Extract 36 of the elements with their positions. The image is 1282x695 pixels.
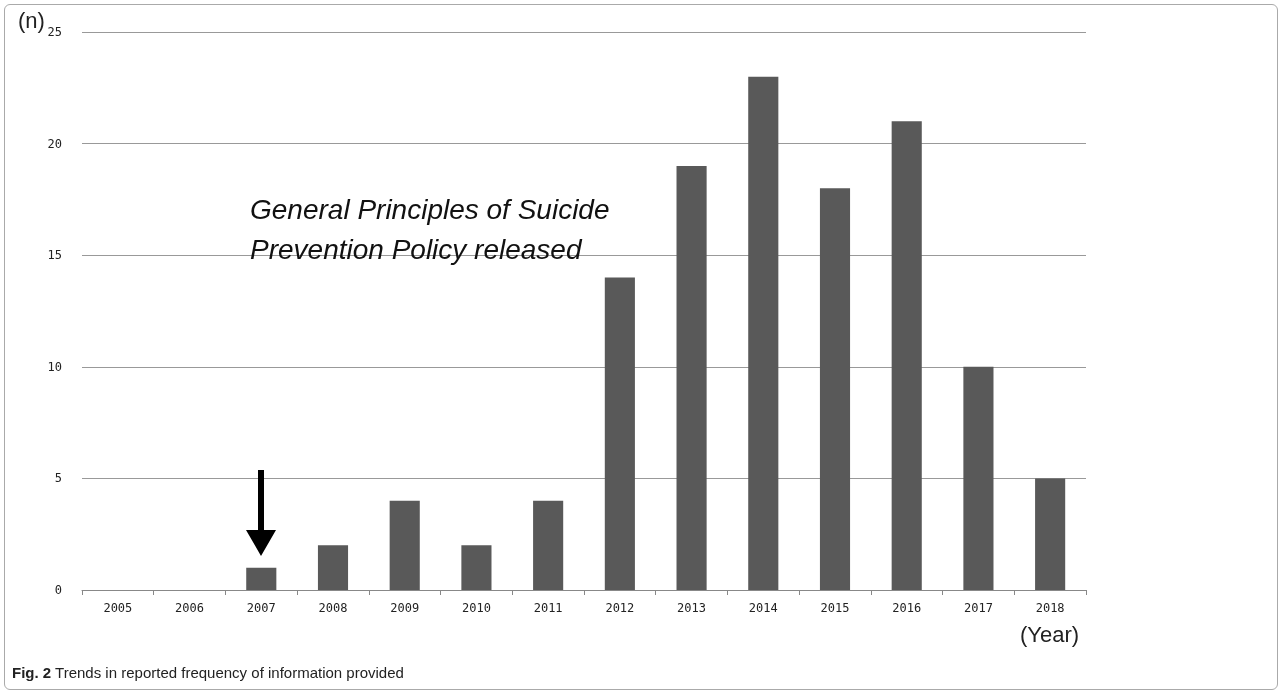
x-tick-label: 2016: [892, 601, 922, 615]
bar: [246, 567, 277, 590]
y-tick-label: 25: [47, 25, 62, 39]
bar: [819, 188, 851, 590]
bar: [748, 76, 779, 590]
annotation: General Principles of Suicide Prevention Policy released: [250, 193, 611, 267]
bar: [963, 366, 994, 590]
bar: [533, 500, 564, 590]
bar: [891, 121, 922, 590]
x-axis-title: (Year): [1020, 622, 1080, 648]
x-tick-label: 2017: [963, 601, 993, 615]
x-tick-label: 2008: [318, 601, 348, 615]
y-tick-label: 10: [47, 359, 62, 374]
caption: Fig. 2 Trends in reported frequency of information provided: [12, 664, 404, 681]
x-tick-label: 2018: [1035, 601, 1065, 615]
x-tick-label: 2005: [103, 601, 133, 615]
x-tick-label: 2009: [390, 601, 420, 615]
bar: [461, 545, 492, 590]
x-tick-label: 2015: [820, 601, 850, 615]
y-tick-label: 20: [47, 136, 62, 151]
bar: [676, 165, 707, 590]
bar: [1035, 478, 1066, 590]
y-tick-label: 15: [47, 248, 62, 263]
y-axis-title: (n): [18, 8, 45, 34]
bar: [389, 500, 420, 590]
x-tick-label: 2007: [246, 601, 276, 615]
x-tick-label: 2014: [748, 601, 778, 615]
bar: [317, 545, 349, 590]
x-tick-label: 2006: [175, 601, 205, 615]
x-tick-label: 2011: [533, 601, 563, 615]
x-tick-label: 2013: [677, 601, 707, 615]
bar: [604, 277, 635, 590]
x-tick-label: 2010: [461, 601, 491, 615]
y-tick-label: 0: [54, 583, 62, 597]
y-tick-label: 5: [54, 471, 62, 486]
x-tick-label: 2012: [605, 601, 635, 615]
